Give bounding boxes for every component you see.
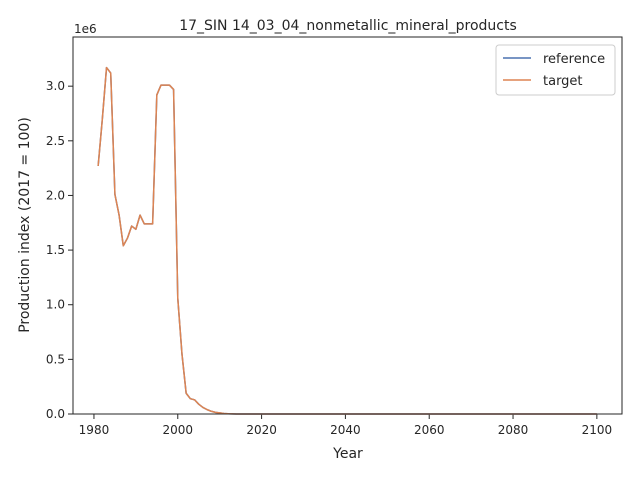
y-axis-label: Production index (2017 = 100) [17, 117, 33, 333]
y-tick-label: 3.0 [46, 79, 65, 93]
x-tick-label: 2060 [414, 423, 445, 437]
legend-label-reference: reference [543, 52, 605, 67]
chart-title: 17_SIN 14_03_04_nonmetallic_mineral_prod… [179, 18, 517, 34]
plot-frame [72, 36, 623, 415]
series-line-target [97, 66, 597, 415]
y-offset-label: 1e6 [74, 22, 97, 36]
y-tick-label: 2.0 [46, 188, 65, 202]
series-lines [97, 66, 597, 415]
y-tick-label: 2.5 [46, 134, 65, 148]
x-axis-label: Year [332, 446, 363, 462]
x-tick-label: 1980 [79, 423, 110, 437]
series-line-reference [97, 66, 597, 415]
x-axis-ticks: 1980 2000 2020 2040 2060 2080 2100 [79, 414, 612, 437]
legend: reference target [495, 44, 616, 96]
x-tick-label: 2100 [582, 423, 613, 437]
y-tick-label: 1.5 [46, 243, 65, 257]
x-tick-label: 2040 [330, 423, 361, 437]
y-axis-ticks: 0.0 0.5 1.0 1.5 2.0 2.5 3.0 [46, 79, 73, 421]
x-tick-label: 2020 [246, 423, 277, 437]
legend-label-target: target [543, 74, 583, 89]
y-tick-label: 0.0 [46, 407, 65, 421]
y-tick-label: 1.0 [46, 298, 65, 312]
y-tick-label: 0.5 [46, 352, 65, 366]
x-tick-label: 2080 [498, 423, 529, 437]
x-tick-label: 2000 [162, 423, 193, 437]
